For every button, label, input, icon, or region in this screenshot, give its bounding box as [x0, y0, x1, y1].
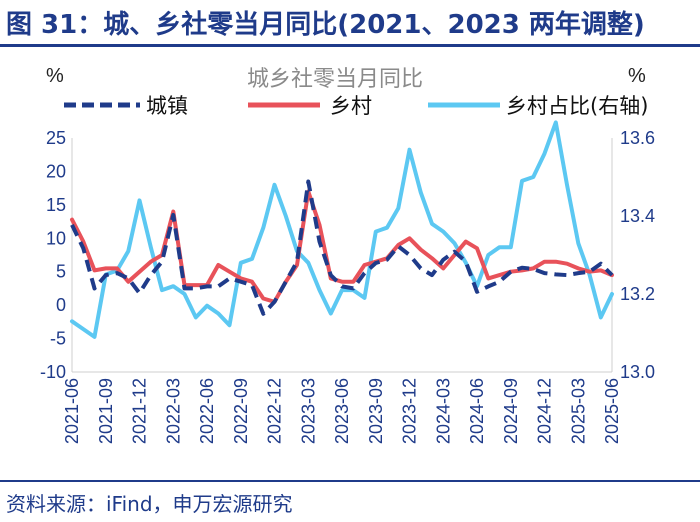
x-tick-label: 2023-06	[332, 378, 352, 444]
left-tick-label: 0	[56, 295, 66, 315]
footer-rule	[0, 480, 700, 482]
x-tick-label: 2022-03	[163, 378, 183, 444]
x-tick-label: 2022-09	[231, 378, 251, 444]
x-tick-label: 2021-12	[130, 378, 150, 444]
x-tick-label: 2022-12	[265, 378, 285, 444]
x-tick-label: 2025-03	[568, 378, 588, 444]
x-tick-label: 2021-06	[62, 378, 82, 444]
x-tick-label: 2023-09	[366, 378, 386, 444]
left-tick-label: -10	[40, 362, 66, 382]
chart-title: 城乡社零当月同比	[247, 67, 423, 92]
x-tick-label: 2022-06	[197, 378, 217, 444]
x-tick-label: 2024-09	[501, 378, 521, 444]
right-axis-ticks: 13.0 13.2 13.4 13.6	[620, 128, 655, 382]
right-tick-label: 13.6	[620, 128, 655, 148]
x-tick-label: 2024-12	[535, 378, 555, 444]
right-tick-label: 13.4	[620, 206, 655, 226]
series-line-rural-share	[70, 120, 614, 339]
chart-frame	[71, 138, 613, 373]
legend: 城镇 乡村 乡村占比(右轴)	[64, 94, 648, 118]
figure-title: 图 31：城、乡社零当月同比(2021、2023 两年调整)	[6, 10, 645, 40]
right-tick-label: 13.0	[620, 362, 655, 382]
x-tick-label: 2025-06	[602, 378, 622, 444]
left-tick-label: 25	[46, 128, 66, 148]
left-tick-label: 5	[56, 262, 66, 282]
left-tick-label: 20	[46, 161, 66, 181]
left-tick-label: 10	[46, 228, 66, 248]
left-tick-label: -5	[50, 329, 66, 349]
left-axis-unit: %	[46, 65, 64, 87]
left-tick-label: 15	[46, 195, 66, 215]
series-layer	[70, 120, 614, 339]
x-tick-label: 2021-09	[96, 378, 116, 444]
x-tick-label: 2024-06	[467, 378, 487, 444]
left-axis-ticks: -10 -5 0 5 10 15 20 25	[40, 128, 66, 382]
x-tick-label: 2023-12	[400, 378, 420, 444]
x-tick-label: 2024-03	[433, 378, 453, 444]
series-line-rural	[70, 189, 614, 304]
right-tick-label: 13.2	[620, 284, 655, 304]
x-axis-ticks: 2021-06 2021-09 2021-12 2022-03 2022-06 2022-…	[62, 378, 622, 444]
right-axis-unit: %	[628, 65, 646, 87]
legend-label-urban: 城镇	[146, 94, 188, 118]
series-line-urban	[70, 179, 614, 316]
source-note: 资料来源：iFind，申万宏源研究	[6, 492, 293, 516]
figure-title-bar: 图 31：城、乡社零当月同比(2021、2023 两年调整)	[0, 0, 700, 47]
x-tick-label: 2023-03	[298, 378, 318, 444]
legend-label-rural: 乡村	[330, 94, 372, 118]
legend-label-rural-share: 乡村占比(右轴)	[506, 94, 648, 118]
